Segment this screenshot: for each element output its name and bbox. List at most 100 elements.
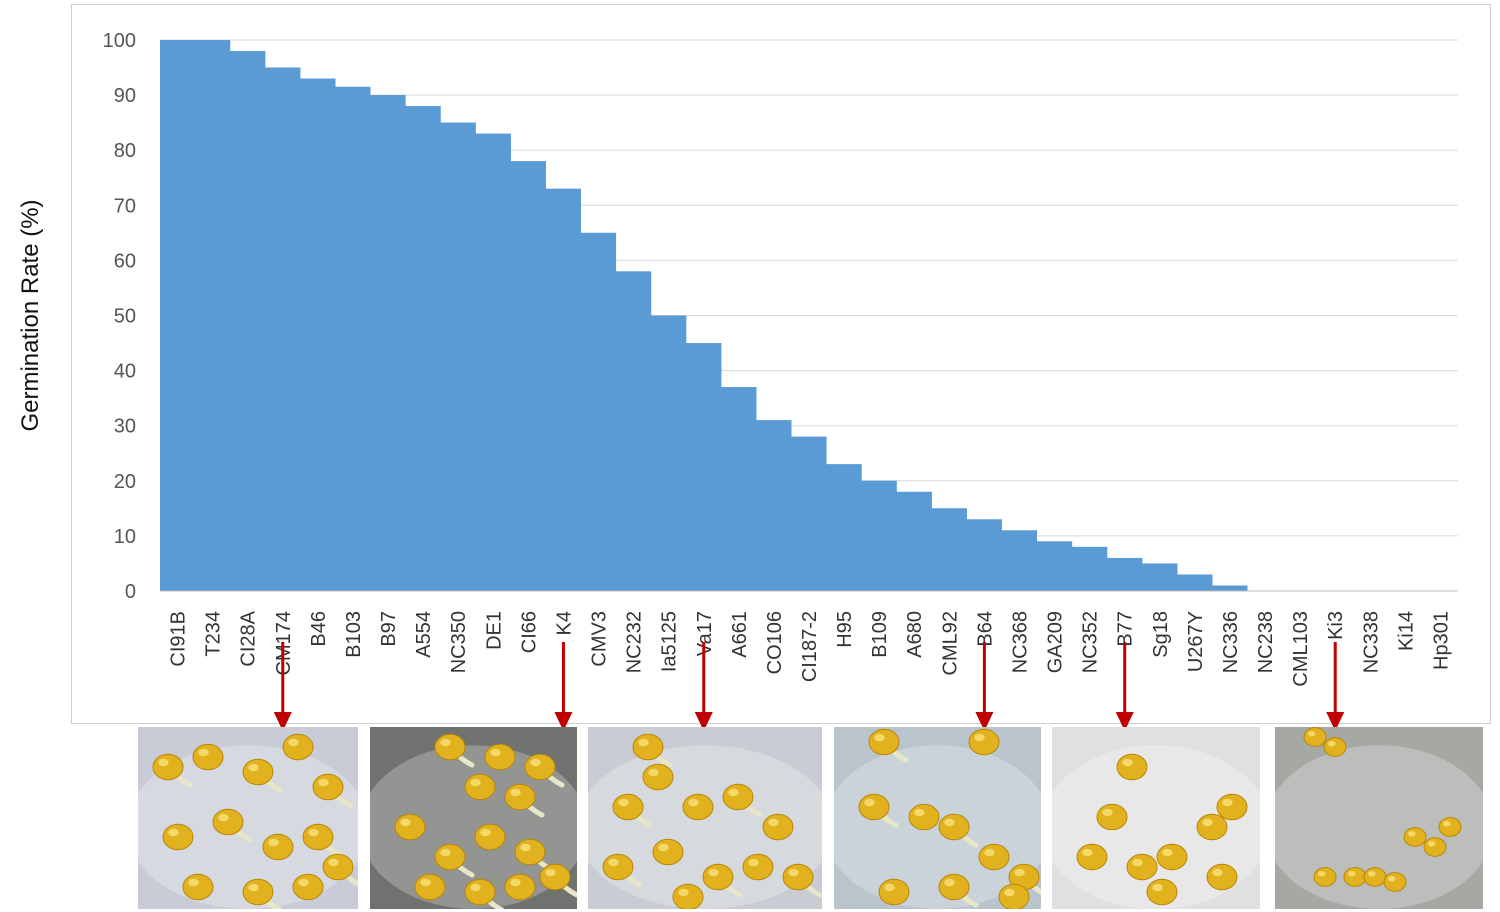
y-tick-label-100: 100: [103, 30, 136, 52]
seed: [908, 803, 940, 831]
area-mark-CI187-2: [791, 436, 827, 591]
seed-highlight: [944, 878, 955, 887]
seed-photo-image-3: [588, 727, 822, 909]
x-tick-label-T234: T234: [203, 611, 225, 657]
area-mark-T234: [195, 40, 231, 591]
seed-highlight: [1367, 870, 1376, 877]
seed-highlight: [218, 813, 229, 822]
x-tick-label-NC350: NC350: [448, 611, 470, 673]
y-tick-label-50: 50: [114, 306, 136, 328]
y-tick-label-20: 20: [114, 471, 136, 493]
seed: [1423, 837, 1447, 857]
seed: [484, 743, 516, 771]
seed-highlight: [298, 878, 309, 887]
seed: [152, 753, 184, 781]
area-mark-NC350: [440, 122, 476, 592]
seed: [1403, 827, 1427, 847]
seed-photo-image-2: [370, 727, 577, 909]
seed: [1206, 863, 1238, 891]
seed-highlight: [530, 758, 541, 767]
x-tick-label-CML103: CML103: [1290, 611, 1312, 687]
area-mark-DE1: [475, 133, 511, 592]
y-tick-label-80: 80: [114, 140, 136, 162]
seed-highlight: [678, 888, 689, 897]
seed: [242, 878, 274, 906]
arrow-head-CM174: [273, 712, 292, 731]
x-tick-label-H95: H95: [834, 611, 856, 648]
seed: [464, 878, 496, 906]
seed-highlight: [470, 883, 481, 892]
seed: [938, 873, 970, 901]
seed-highlight: [168, 828, 179, 837]
seed: [242, 758, 274, 786]
seed: [262, 833, 294, 861]
seed: [968, 728, 1000, 756]
seed: [302, 823, 334, 851]
area-mark-Ia5125: [651, 315, 687, 591]
seed-highlight: [248, 763, 259, 772]
seed: [282, 733, 314, 761]
seed: [1363, 867, 1387, 887]
area-mark-A554: [405, 106, 441, 592]
seed-photo-image-6: [1275, 727, 1483, 909]
photo-glare: [138, 745, 358, 909]
seed: [878, 878, 910, 906]
seed: [858, 793, 890, 821]
seed-highlight: [688, 798, 699, 807]
seed-photo-2: [370, 727, 577, 909]
seed-highlight: [1387, 875, 1396, 882]
x-tick-label-CI91B: CI91B: [168, 611, 190, 667]
seed: [602, 853, 634, 881]
seed: [782, 863, 814, 891]
area-mark-CI91B: [160, 40, 196, 591]
seed-photo-1: [138, 727, 358, 909]
seed: [762, 813, 794, 841]
seed: [322, 853, 354, 881]
seed-highlight: [480, 828, 491, 837]
seed-highlight: [1307, 730, 1316, 737]
seed: [1343, 867, 1367, 887]
x-tick-label-NC338: NC338: [1360, 611, 1382, 673]
seed-highlight: [198, 748, 209, 757]
seed: [1438, 817, 1462, 837]
area-mark-CI28A: [230, 51, 266, 591]
seed: [414, 873, 446, 901]
seed-highlight: [1014, 868, 1025, 877]
seed: [182, 873, 214, 901]
seed-highlight: [638, 738, 649, 747]
y-tick-label-90: 90: [114, 85, 136, 107]
area-mark-A680: [896, 491, 932, 591]
seed-highlight: [1427, 840, 1436, 847]
y-tick-label-60: 60: [114, 250, 136, 272]
x-tick-label-A554: A554: [413, 611, 435, 658]
seed-highlight: [400, 818, 411, 827]
seed-highlight: [288, 738, 299, 747]
x-tick-label-B77: B77: [1115, 611, 1137, 647]
area-mark-NC352: [1072, 546, 1108, 591]
seed-highlight: [648, 768, 659, 777]
seed: [514, 838, 546, 866]
seed-highlight: [440, 738, 451, 747]
seed: [192, 743, 224, 771]
arrow-head-K4: [554, 712, 573, 731]
area-mark-CI66: [510, 161, 546, 591]
seed: [938, 813, 970, 841]
seed: [868, 728, 900, 756]
seed-highlight: [874, 733, 885, 742]
area-mark-B64: [966, 519, 1002, 591]
seed-highlight: [1102, 808, 1113, 817]
area-mark-U267Y: [1177, 574, 1213, 591]
seed-highlight: [1132, 858, 1143, 867]
seed-highlight: [1407, 830, 1416, 837]
seed-highlight: [510, 878, 521, 887]
seed: [212, 808, 244, 836]
seed: [1216, 793, 1248, 821]
x-tick-label-DE1: DE1: [483, 611, 505, 650]
x-tick-label-A680: A680: [904, 611, 926, 658]
seed-highlight: [728, 788, 739, 797]
seed: [1323, 737, 1347, 757]
x-tick-label-Hp301: Hp301: [1430, 611, 1452, 670]
seed-highlight: [545, 868, 556, 877]
seed: [1313, 867, 1337, 887]
